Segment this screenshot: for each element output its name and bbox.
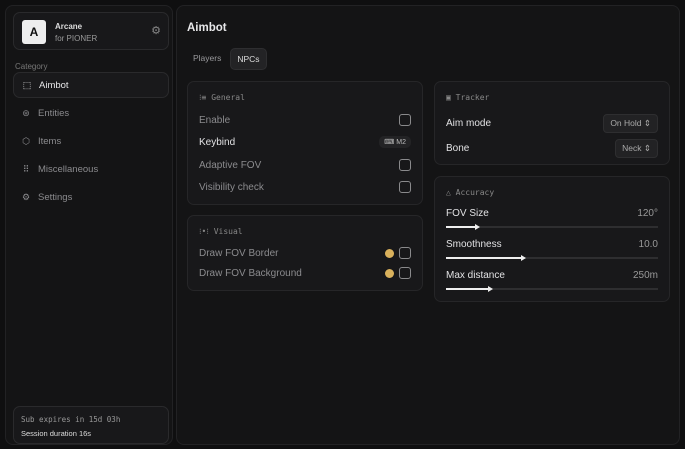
visual-card: ⁝•⁝ Visual Draw FOV Border Draw FOV Back… [187,215,423,291]
triangle-icon: △ [446,188,456,197]
sidebar-item-label: Settings [38,191,73,203]
box-icon: ⬡ [22,135,30,146]
sidebar-item-label: Miscellaneous [38,163,99,175]
slider-track[interactable] [446,224,658,230]
main-panel: Aimbot Players NPCs ⁝≡ General Enable Ke… [176,5,680,445]
slider-value: 120° [637,208,658,219]
category-label: Category [15,62,48,71]
slider-label: FOV Size [446,208,489,219]
keyboard-icon: ⌨ [384,139,397,146]
slider-value: 10.0 [638,239,658,250]
slider-thumb[interactable] [487,286,493,292]
fov-border-row: Draw FOV Border [199,247,411,259]
tracker-card: ▣ Tracker Aim mode On Hold ⇕ Bone Neck ⇕ [434,81,670,165]
slider-track[interactable] [446,255,658,261]
chevron-updown-icon: ⇕ [643,118,651,128]
page-title: Aimbot [187,22,227,34]
enable-row: Enable [199,114,411,126]
subscription-card: Sub expires in 15d 03h Session duration … [13,406,169,444]
slider-2[interactable]: Max distance 250m [446,270,658,292]
sidebar-item-label: Aimbot [39,79,69,91]
sidebar-item-label: Items [38,135,62,147]
tracker-icon: ▣ [446,93,456,102]
slider-fill [446,288,491,290]
slider-label: Smoothness [446,239,502,250]
session-duration: Session duration 16s [21,429,92,438]
slider-track[interactable] [446,286,658,292]
sub-expires: Sub expires in 15d 03h [21,415,121,424]
target-icon: ⁝•⁝ [199,227,214,236]
tracker-header: ▣ Tracker [446,93,490,102]
slider-0[interactable]: FOV Size 120° [446,208,658,230]
visibility-checkbox[interactable] [399,181,411,193]
color-swatch[interactable] [385,248,394,258]
color-swatch[interactable] [385,268,394,278]
entities-icon: ⊛ [22,107,30,118]
slider-thumb[interactable] [474,224,480,230]
sidebar-item-entities[interactable]: ⊛ Entities [13,100,169,126]
sidebar-item-aimbot[interactable]: ⬚ Aimbot [13,72,169,98]
fov-background-row: Draw FOV Background [199,267,411,279]
app-name: Arcane [55,22,83,31]
general-card: ⁝≡ General Enable Keybind ⌨ M2 Adaptive F… [187,81,423,205]
slider-value: 250m [632,270,658,281]
slider-label: Max distance [446,270,505,281]
bone-row: Bone Neck ⇕ [446,139,658,158]
tab-players[interactable]: Players [193,53,222,63]
slider-1[interactable]: Smoothness 10.0 [446,239,658,261]
logo: A [22,20,46,44]
crosshair-icon: ⬚ [22,79,32,90]
enable-checkbox[interactable] [399,114,411,126]
sidebar-item-label: Entities [38,107,70,119]
fov-border-checkbox[interactable] [399,247,411,259]
aim-mode-select[interactable]: On Hold ⇕ [603,114,658,133]
visual-header: ⁝•⁝ Visual [199,227,243,236]
chevron-updown-icon: ⇕ [643,143,651,153]
slider-thumb[interactable] [521,255,527,261]
app-subtitle: for PIONER [55,34,98,43]
keybind-button[interactable]: ⌨ M2 [379,136,411,148]
sidebar: A Arcane for PIONER ⚙ Category ⬚ Aimbot ⊛… [5,5,173,445]
sidebar-item-settings[interactable]: ⚙ Settings [13,184,169,210]
slider-fill [446,257,525,259]
accuracy-header: △ Accuracy [446,188,495,197]
fov-background-checkbox[interactable] [399,267,411,279]
brand-card: A Arcane for PIONER ⚙ [13,12,169,50]
bone-select[interactable]: Neck ⇕ [615,139,658,158]
tab-npcs[interactable]: NPCs [230,48,267,70]
adaptive-fov-row: Adaptive FOV [199,159,411,171]
gear-icon: ⚙ [21,191,31,202]
settings-icon[interactable]: ⚙ [151,25,161,37]
general-header: ⁝≡ General [199,93,245,102]
visibility-row: Visibility check [199,181,411,193]
sidebar-item-miscellaneous[interactable]: ⠿ Miscellaneous [13,156,169,182]
accuracy-card: △ Accuracy FOV Size 120° Smoothness 10.0 Max… [434,176,670,302]
grid-icon: ⠿ [22,163,30,174]
slider-fill [446,226,478,228]
aim-mode-row: Aim mode On Hold ⇕ [446,114,658,133]
adaptive-fov-checkbox[interactable] [399,159,411,171]
sidebar-item-items[interactable]: ⬡ Items [13,128,169,154]
list-icon: ⁝≡ [199,93,212,102]
keybind-row: Keybind ⌨ M2 [199,136,411,148]
